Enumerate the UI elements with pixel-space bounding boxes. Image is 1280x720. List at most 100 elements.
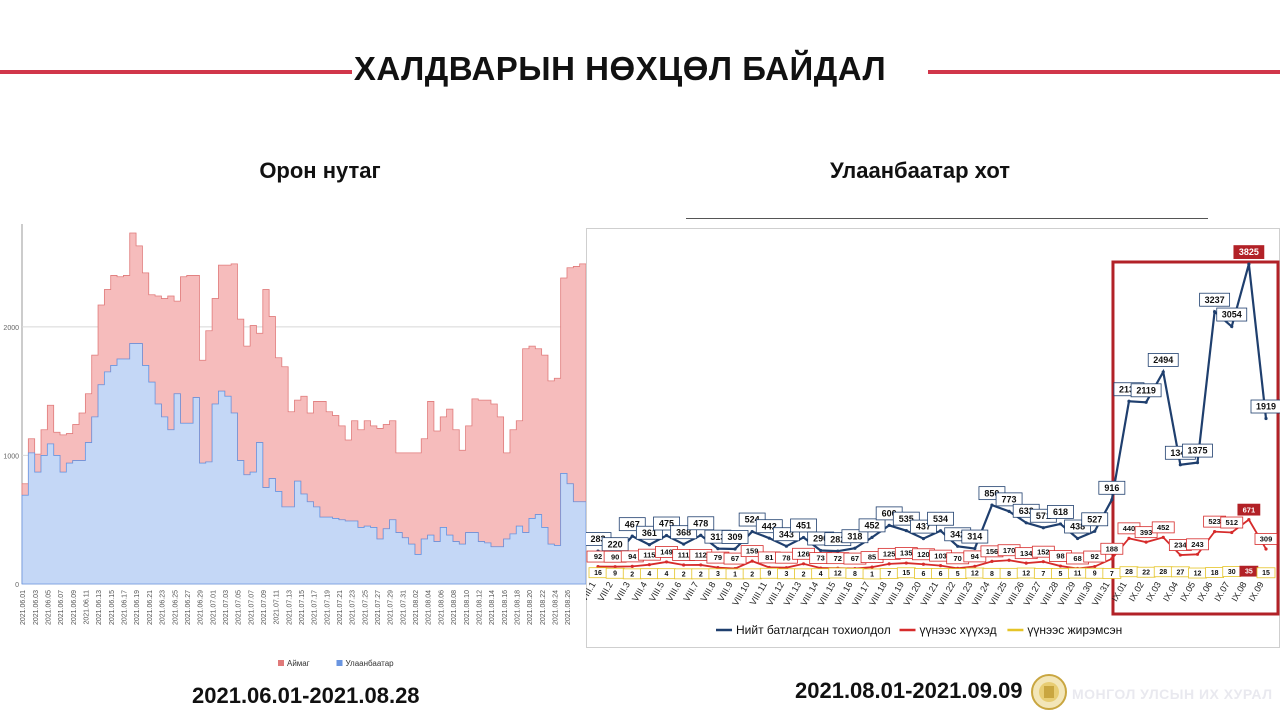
- legend-label: Аймаг: [287, 659, 310, 668]
- data-point: [1127, 399, 1131, 403]
- data-label: 1: [733, 571, 737, 578]
- legend-label: Улаанбаатар: [346, 659, 395, 668]
- data-label: 1919: [1256, 402, 1276, 412]
- x-tick-label: 2021.07.21: [337, 590, 344, 625]
- data-point: [1230, 324, 1234, 329]
- data-label-box: [1083, 550, 1107, 563]
- x-tick-label: 2021.07.31: [400, 590, 407, 625]
- data-label: 318: [847, 531, 862, 541]
- x-tick-label: 2021.07.15: [299, 590, 306, 625]
- data-point: [664, 533, 669, 538]
- x-tick-label: 2021.07.23: [350, 590, 357, 625]
- legend-swatch: [336, 660, 343, 666]
- data-point: [1127, 536, 1131, 540]
- data-label: 68: [1073, 554, 1081, 563]
- data-point: [784, 544, 789, 548]
- data-point: [1230, 530, 1234, 535]
- x-category-label: VIII.6: [664, 580, 683, 603]
- data-label: 11: [1074, 571, 1082, 578]
- x-category-label: VIII.5: [647, 580, 666, 603]
- data-point: [870, 535, 874, 539]
- data-label-box: [1186, 538, 1209, 551]
- data-point: [1161, 535, 1165, 539]
- data-point: [1161, 370, 1165, 374]
- x-tick-label: 2021.06.25: [172, 590, 179, 625]
- data-label-box: [723, 552, 747, 565]
- data-label: 18: [1211, 570, 1219, 577]
- data-point: [990, 559, 994, 563]
- x-tick-label: 2021.08.12: [476, 590, 483, 625]
- data-label: 475: [659, 519, 674, 529]
- x-category-label: IX.07: [1212, 580, 1231, 603]
- data-label: 125: [883, 549, 896, 558]
- data-label: 98: [1056, 552, 1064, 561]
- data-label-box: [1147, 353, 1179, 367]
- data-point: [750, 529, 754, 534]
- data-label: 72: [834, 554, 842, 563]
- title-rule-right: [928, 70, 1280, 74]
- data-label: 85: [868, 553, 876, 562]
- data-label: 112: [695, 551, 707, 560]
- data-label-box: [790, 518, 817, 533]
- data-label: 527: [1087, 514, 1102, 524]
- data-point: [1058, 564, 1063, 568]
- data-label: 314: [967, 532, 982, 542]
- data-point: [647, 543, 651, 547]
- data-point: [836, 549, 840, 553]
- x-category-label: IX.02: [1127, 580, 1146, 603]
- data-label-box: [858, 518, 886, 533]
- data-point: [990, 503, 994, 507]
- data-point: [973, 564, 977, 568]
- data-label-box: [1182, 443, 1213, 458]
- data-label-box: [1254, 533, 1278, 545]
- data-label: 126: [797, 549, 810, 558]
- data-point: [921, 562, 926, 566]
- data-point: [1024, 521, 1028, 525]
- data-label: 4: [647, 571, 651, 578]
- data-point: [1264, 547, 1268, 551]
- data-point: [801, 562, 806, 566]
- data-label: 1375: [1187, 446, 1207, 456]
- data-label: 6: [921, 571, 925, 578]
- legend-swatch: [278, 660, 284, 666]
- x-tick-label: 2021.07.01: [210, 590, 217, 625]
- x-tick-label: 2021.07.07: [248, 590, 255, 625]
- x-tick-label: 2021.08.10: [464, 590, 471, 625]
- data-label: 7: [1041, 571, 1045, 578]
- data-point: [1264, 416, 1268, 421]
- left-subtitle: Орон нутаг: [259, 158, 381, 183]
- data-label-box: [841, 529, 869, 544]
- legend-label: үүнээс жирэмсэн: [1027, 623, 1122, 637]
- data-label: 243: [1191, 540, 1204, 549]
- data-label: 309: [728, 532, 743, 542]
- data-label-box: [1216, 307, 1248, 322]
- data-label: 67: [731, 554, 739, 563]
- x-category-label: IX.03: [1144, 580, 1163, 603]
- data-label: 28: [1159, 569, 1167, 576]
- data-label: 92: [594, 552, 602, 561]
- data-label: 283: [590, 534, 605, 544]
- data-label: 67: [851, 554, 859, 563]
- x-tick-label: 2021.06.07: [58, 590, 65, 625]
- data-point: [613, 565, 617, 569]
- data-label: 8: [853, 571, 857, 578]
- x-category-label: IX.06: [1195, 580, 1214, 603]
- data-label: 2: [630, 571, 634, 578]
- data-label: 3825: [1239, 247, 1259, 257]
- data-label: 342: [950, 529, 965, 539]
- x-tick-label: 2021.06.27: [185, 590, 192, 625]
- data-label-box: [961, 529, 989, 544]
- x-category-label: VIII.3: [613, 580, 632, 603]
- data-label: 92: [1091, 552, 1099, 561]
- data-label: 437: [916, 522, 931, 532]
- x-tick-label: 2021.06.05: [46, 590, 53, 625]
- x-tick-label: 2021.07.13: [286, 590, 293, 625]
- stacked-area-chart: 0 1000 2000 2021.06.01 2021.06.03 2021.06.05 2…: [3, 224, 587, 668]
- data-label: 3: [784, 571, 788, 578]
- data-point: [887, 523, 891, 527]
- x-category-label: IX.09: [1247, 580, 1266, 603]
- x-category-label: VIII.4: [630, 580, 649, 603]
- x-tick-label: 2021.07.11: [274, 590, 281, 625]
- data-point: [1041, 526, 1045, 530]
- data-label: 159: [746, 547, 759, 556]
